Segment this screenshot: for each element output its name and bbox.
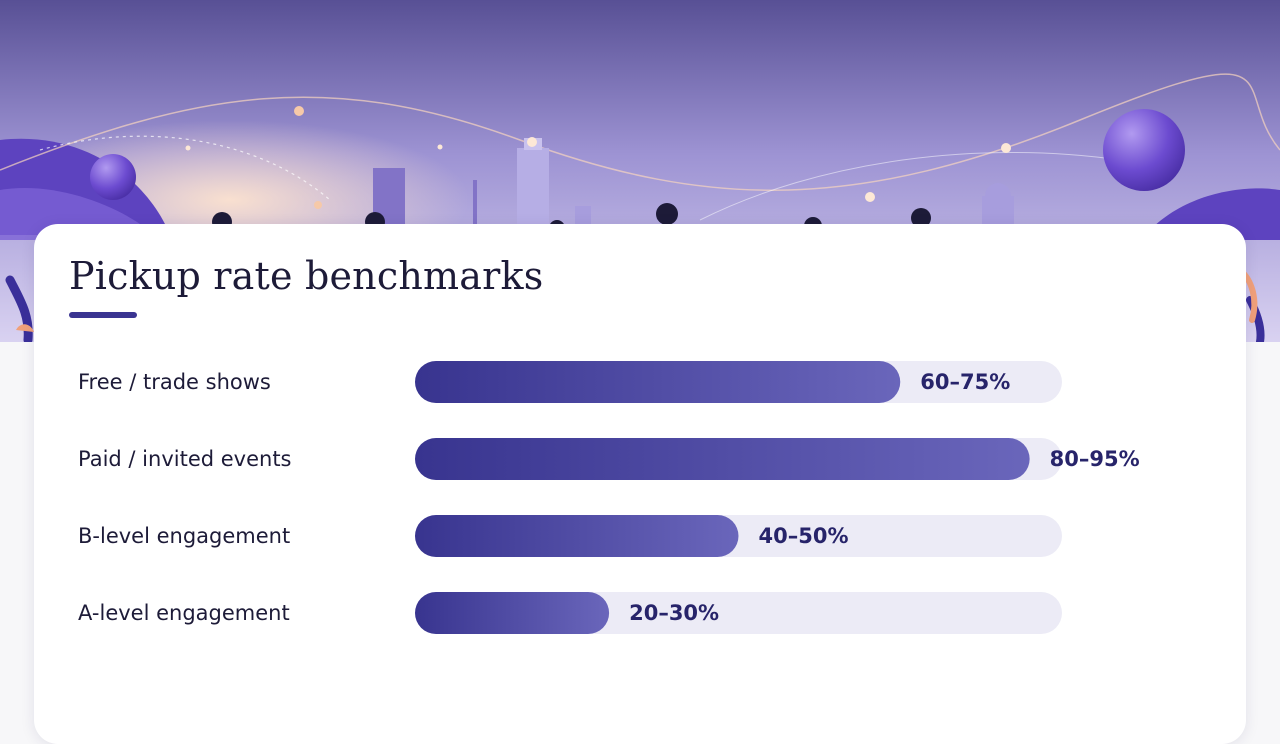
- content-card: [34, 224, 1246, 744]
- bar: [415, 438, 1030, 480]
- title-underline: [69, 312, 137, 318]
- bar: [415, 592, 610, 634]
- pickup-rate-bar-chart: Free / trade shows 60–75% Paid / invited e…: [78, 361, 1140, 634]
- category-label: Paid / invited events: [78, 447, 292, 471]
- bar: [415, 515, 739, 557]
- bar: [415, 361, 901, 403]
- bar-row-free-trade-shows: Free / trade shows 60–75%: [78, 361, 1062, 403]
- category-label: Free / trade shows: [78, 370, 271, 394]
- value-label: 80–95%: [1050, 447, 1140, 471]
- value-label: 60–75%: [920, 370, 1010, 394]
- value-label: 40–50%: [759, 524, 849, 548]
- bar-row-a-level-engagement: A-level engagement 20–30%: [78, 592, 1062, 634]
- bar-row-paid-invited-events: Paid / invited events 80–95%: [78, 438, 1140, 480]
- value-label: 20–30%: [629, 601, 719, 625]
- page-title: Pickup rate benchmarks: [69, 254, 544, 298]
- bar-row-b-level-engagement: B-level engagement 40–50%: [78, 515, 1062, 557]
- category-label: B-level engagement: [78, 524, 290, 548]
- category-label: A-level engagement: [78, 601, 290, 625]
